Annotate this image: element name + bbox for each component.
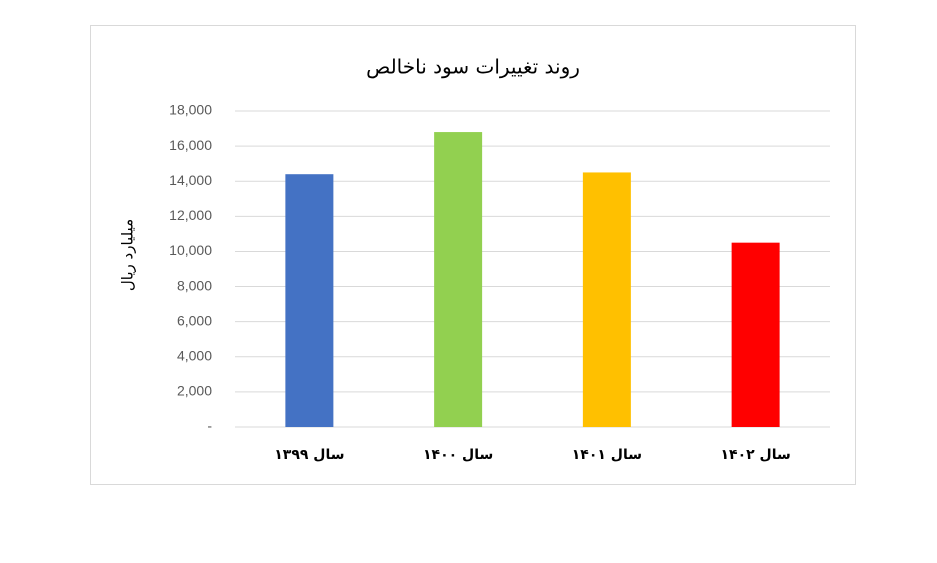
x-tick-label: سال ۱۴۰۲ bbox=[721, 447, 791, 463]
y-tick-label: 10,000 bbox=[169, 242, 212, 258]
y-axis-label: میلیارد ریال bbox=[119, 219, 137, 291]
y-tick-label: - bbox=[207, 418, 212, 434]
y-tick-label: 4,000 bbox=[177, 347, 212, 363]
y-tick-label: 6,000 bbox=[177, 312, 212, 328]
y-tick-label: 16,000 bbox=[169, 137, 212, 153]
bar bbox=[285, 174, 334, 427]
x-tick-label: سال ۱۳۹۹ bbox=[274, 447, 344, 463]
y-tick-label: 2,000 bbox=[177, 383, 212, 399]
y-tick-label: 18,000 bbox=[169, 102, 212, 118]
bar bbox=[434, 132, 483, 428]
y-tick-label: 8,000 bbox=[177, 277, 212, 293]
chart-title: روند تغییرات سود ناخالص bbox=[366, 55, 580, 79]
y-tick-label: 12,000 bbox=[169, 207, 212, 223]
y-tick-label: 14,000 bbox=[169, 172, 212, 188]
x-tick-label: سال ۱۴۰۰ bbox=[423, 447, 493, 463]
x-tick-label: سال ۱۴۰۱ bbox=[572, 447, 642, 463]
bar bbox=[731, 242, 780, 427]
bar bbox=[582, 172, 631, 427]
